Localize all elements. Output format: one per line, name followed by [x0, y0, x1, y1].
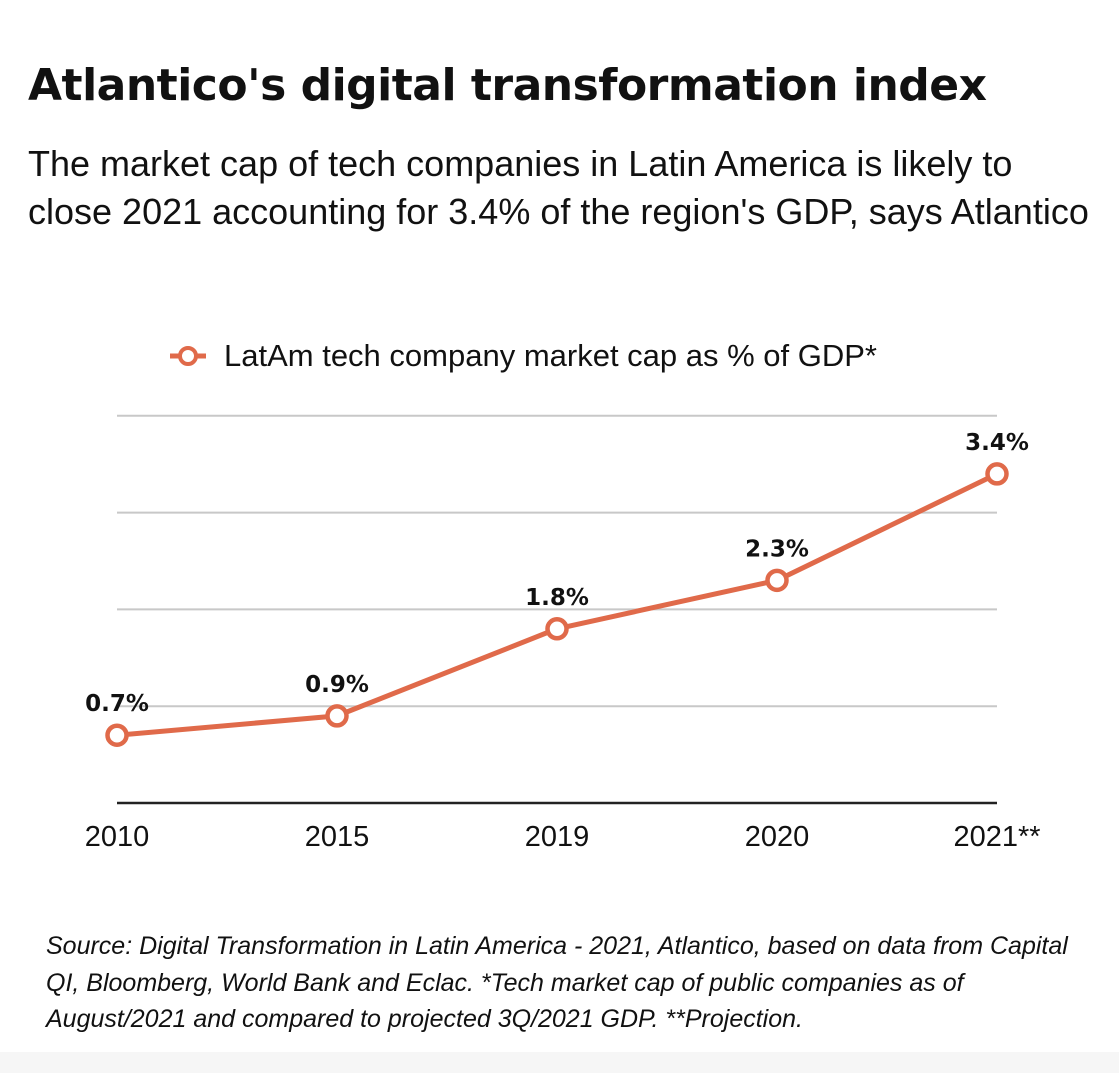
x-tick-label: 2020 — [745, 821, 810, 853]
legend: LatAm tech company market cap as % of GD… — [170, 332, 877, 380]
x-tick-label: 2021** — [953, 821, 1040, 853]
data-point — [325, 704, 349, 728]
gridlines — [117, 414, 997, 708]
data-label: 1.8% — [525, 585, 589, 611]
data-label: 0.7% — [85, 691, 149, 717]
data-points — [105, 462, 1009, 747]
data-point — [985, 462, 1009, 486]
x-tick-label: 2019 — [525, 821, 590, 853]
data-point — [545, 617, 569, 641]
data-point — [105, 723, 129, 747]
legend-label: LatAm tech company market cap as % of GD… — [224, 338, 877, 373]
data-label: 2.3% — [745, 536, 809, 562]
data-label: 3.4% — [965, 430, 1029, 456]
data-point — [765, 568, 789, 593]
line-chart: 0.7% 0.9% 1.8% 2.3% 3.4% 2010 2015 2019 2020 202… — [85, 414, 1041, 853]
footer-strip — [0, 1052, 1119, 1073]
x-tick-label: 2015 — [305, 821, 370, 853]
data-label: 0.9% — [305, 672, 369, 698]
chart-subtitle: The market cap of tech companies in Lati… — [28, 143, 1089, 232]
x-tick-label: 2010 — [85, 821, 150, 853]
data-labels: 0.7% 0.9% 1.8% 2.3% 3.4% — [85, 430, 1029, 717]
chart-title: Atlantico's digital transformation index — [28, 60, 987, 111]
source-note: Source: Digital Transformation in Latin … — [46, 932, 1068, 1033]
legend-marker-icon — [170, 346, 206, 366]
x-tick-labels: 2010 2015 2019 2020 2021** — [85, 821, 1041, 853]
